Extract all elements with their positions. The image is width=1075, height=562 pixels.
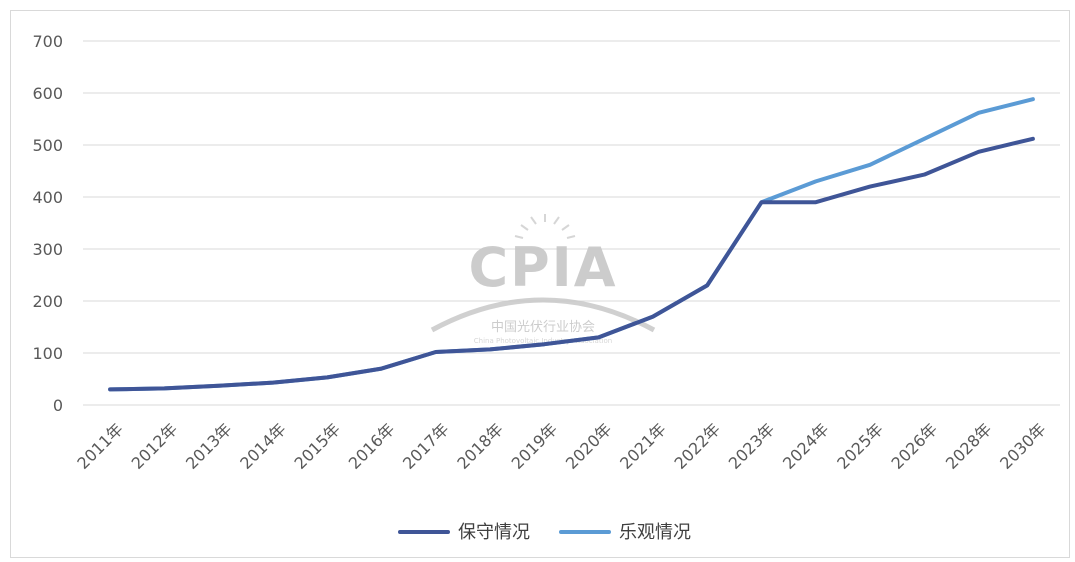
x-tick-label: 2023年: [725, 419, 779, 473]
y-tick-label: 700: [32, 32, 63, 51]
x-tick-label: 2021年: [616, 419, 670, 473]
y-tick-label: 200: [32, 292, 63, 311]
x-tick-label: 2028年: [942, 419, 996, 473]
x-tick-label: 2017年: [399, 419, 453, 473]
y-tick-label: 300: [32, 240, 63, 259]
x-tick-label: 2025年: [833, 419, 887, 473]
x-tick-label: 2014年: [236, 419, 290, 473]
sun-rays-icon: [514, 214, 576, 239]
legend: 保守情况 乐观情况: [398, 522, 691, 543]
x-tick-label: 2018年: [453, 419, 507, 473]
x-tick-label: 2019年: [508, 419, 562, 473]
watermark-cn-text: 中国光伏行业协会: [491, 320, 595, 335]
chart-frame: [10, 10, 1070, 558]
y-tick-label: 400: [32, 188, 63, 207]
watermark-arc: [430, 297, 656, 333]
x-tick-label: 2026年: [888, 419, 942, 473]
y-tick-label: 600: [32, 84, 63, 103]
y-tick-label: 100: [32, 344, 63, 363]
cpia-watermark: CPIA 中国光伏行业协会 China Photovoltaic Industr…: [430, 214, 656, 345]
x-tick-label: 2030年: [996, 419, 1050, 473]
legend-label-conservative: 保守情况: [458, 522, 530, 543]
y-axis-ticks: 0 100 200 300 400 500 600 700: [32, 32, 63, 415]
x-tick-label: 2015年: [291, 419, 345, 473]
grid-lines: [83, 40, 1060, 406]
x-tick-label: 2016年: [345, 419, 399, 473]
y-tick-label: 0: [53, 396, 63, 415]
x-tick-label: 2011年: [73, 419, 127, 473]
y-tick-label: 500: [32, 136, 63, 155]
x-axis-ticks: 2011年 2012年 2013年 2014年 2015年 2016年 2017年 2018年…: [73, 419, 1049, 473]
series-lines: [108, 97, 1035, 392]
legend-label-optimistic: 乐观情况: [619, 522, 691, 543]
watermark-logo-text: CPIA: [468, 236, 617, 299]
x-tick-label: 2024年: [779, 419, 833, 473]
watermark-en-text: China Photovoltaic Industry Association: [474, 337, 613, 345]
x-tick-label: 2020年: [562, 419, 616, 473]
x-tick-label: 2013年: [182, 419, 236, 473]
series-line-conservative: [108, 136, 1035, 392]
x-tick-label: 2012年: [128, 419, 182, 473]
x-tick-label: 2022年: [670, 419, 724, 473]
